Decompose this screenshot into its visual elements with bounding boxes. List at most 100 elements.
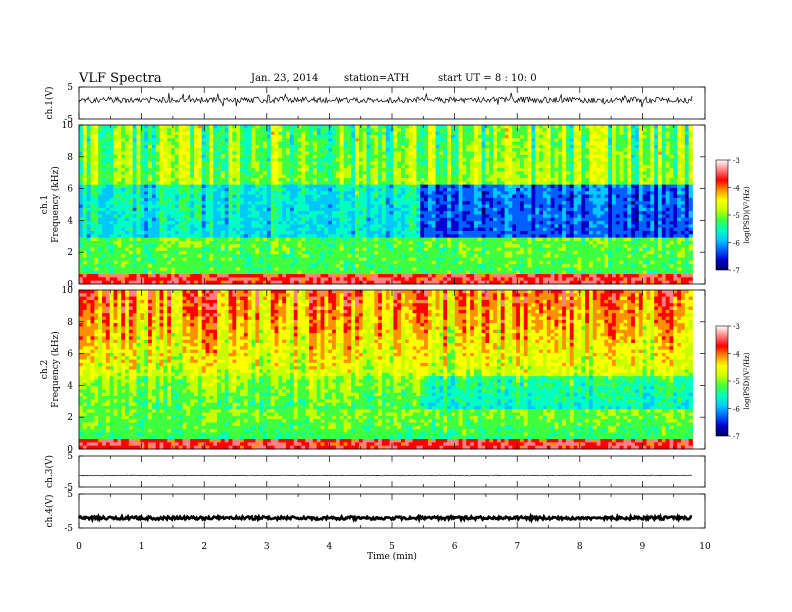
spectrogram-cell: [79, 164, 84, 169]
spectrogram-cell: [274, 204, 279, 209]
spectrogram-cell: [213, 131, 218, 136]
spectrogram-cell: [255, 131, 260, 136]
spectrogram-cell: [604, 144, 609, 149]
spectrogram-cell: [439, 207, 444, 212]
spectrogram-cell: [312, 148, 318, 152]
spectrogram-cell: [171, 197, 176, 202]
spectrogram-cell: [102, 164, 107, 169]
spectrogram-cell: [236, 164, 241, 169]
spectrogram-cell: [485, 158, 490, 162]
spectrogram-cell: [255, 207, 260, 212]
spectrogram-cell: [554, 174, 559, 179]
spectrogram-cell: [665, 201, 670, 205]
spectrogram-cell: [297, 204, 302, 209]
spectrogram-cell: [243, 201, 249, 205]
spectrogram-cell: [132, 128, 137, 133]
spectrogram-cell: [527, 141, 532, 146]
spectrogram-cell: [462, 154, 467, 159]
spectrogram-cell: [496, 211, 502, 215]
spectrogram-cell: [132, 158, 137, 162]
spectrogram-cell: [462, 211, 467, 215]
spectrogram-cell: [401, 141, 406, 146]
spectrogram-cell: [159, 154, 164, 159]
spectrogram-cell: [339, 154, 344, 159]
spectrogram-cell: [493, 161, 498, 166]
spectrogram-cell: [171, 174, 176, 179]
spectrogram-cell: [650, 181, 655, 186]
spectrogram-cell: [585, 138, 590, 142]
spectrogram-cell: [148, 151, 153, 156]
spectrogram-cell: [493, 151, 498, 156]
spectrogram-cell: [339, 168, 344, 172]
spectrogram-cell: [270, 154, 275, 159]
spectrogram-cell: [604, 178, 609, 182]
spectrogram-cell: [439, 174, 444, 179]
spectrogram-cell: [489, 214, 494, 219]
spectrogram-cell: [638, 128, 644, 133]
spectrogram-cell: [562, 211, 567, 215]
spectrogram-cell: [320, 151, 325, 156]
spectrogram-cell: [282, 168, 287, 172]
spectrogram-cell: [619, 158, 624, 162]
spectrogram-cell: [320, 161, 325, 166]
spectrogram-cell: [420, 161, 425, 166]
spectrogram-cell: [447, 128, 452, 133]
spectrogram-cell: [217, 148, 222, 152]
spectrogram-cell: [611, 221, 617, 225]
spectrogram-cell: [496, 158, 502, 162]
spectrogram-cell: [309, 191, 314, 195]
spectrogram-cell: [209, 164, 214, 169]
spectrogram-cell: [312, 141, 318, 146]
spectrogram-cell: [332, 171, 337, 176]
spectrogram-cell: [389, 214, 394, 219]
spectrogram-cell: [519, 214, 525, 219]
spectrogram-cell: [527, 181, 532, 186]
spectrogram-cell: [113, 125, 118, 129]
spectrogram-cell: [148, 144, 153, 149]
spectrogram-cell: [623, 138, 628, 142]
spectrogram-cell: [450, 161, 456, 166]
spectrogram-cell: [562, 131, 567, 136]
spectrogram-cell: [94, 164, 99, 169]
spectrogram-cell: [270, 197, 275, 202]
spectrogram-cell: [592, 134, 598, 139]
spectrogram-cell: [431, 214, 436, 219]
spectrogram-cell: [247, 144, 252, 149]
spectrogram-cell: [312, 125, 318, 129]
spectrogram-cell: [125, 197, 130, 202]
spectrogram-cell: [680, 181, 686, 186]
spectrogram-cell: [585, 154, 590, 159]
spectrogram-cell: [381, 131, 387, 136]
spectrogram-cell: [680, 197, 686, 202]
spectrogram-cell: [286, 141, 291, 146]
spectrogram-cell: [320, 178, 325, 182]
spectrogram-cell: [362, 138, 367, 142]
spectrogram-cell: [351, 161, 356, 166]
spectrogram-cell: [178, 211, 183, 215]
spectrogram-cell: [439, 138, 444, 142]
spectrogram-cell: [82, 224, 88, 229]
spectrogram-cell: [677, 201, 682, 205]
spectrogram-cell: [562, 194, 567, 199]
spectrogram-cell: [339, 134, 344, 139]
spectrogram-cell: [155, 125, 160, 129]
spectrogram-cell: [301, 134, 306, 139]
spectrogram-cell: [523, 201, 528, 205]
spectrogram-cell: [358, 197, 364, 202]
spectrogram-cell: [458, 161, 463, 166]
spectrogram-cell: [243, 197, 249, 202]
spectrogram-cell: [573, 194, 578, 199]
spectrogram-cell: [301, 171, 306, 176]
spectrogram-cell: [573, 191, 578, 195]
spectrogram-cell: [109, 134, 114, 139]
spectrogram-cell: [669, 131, 674, 136]
spectrogram-cell: [447, 134, 452, 139]
spectrogram-cell: [688, 224, 693, 229]
spectrogram-cell: [381, 158, 387, 162]
spectrogram-cell: [508, 211, 513, 215]
spectrogram-cell: [638, 197, 644, 202]
spectrogram-cell: [539, 221, 544, 225]
spectrogram-cell: [408, 181, 413, 186]
spectrogram-cell: [447, 164, 452, 169]
spectrogram-cell: [573, 158, 578, 162]
